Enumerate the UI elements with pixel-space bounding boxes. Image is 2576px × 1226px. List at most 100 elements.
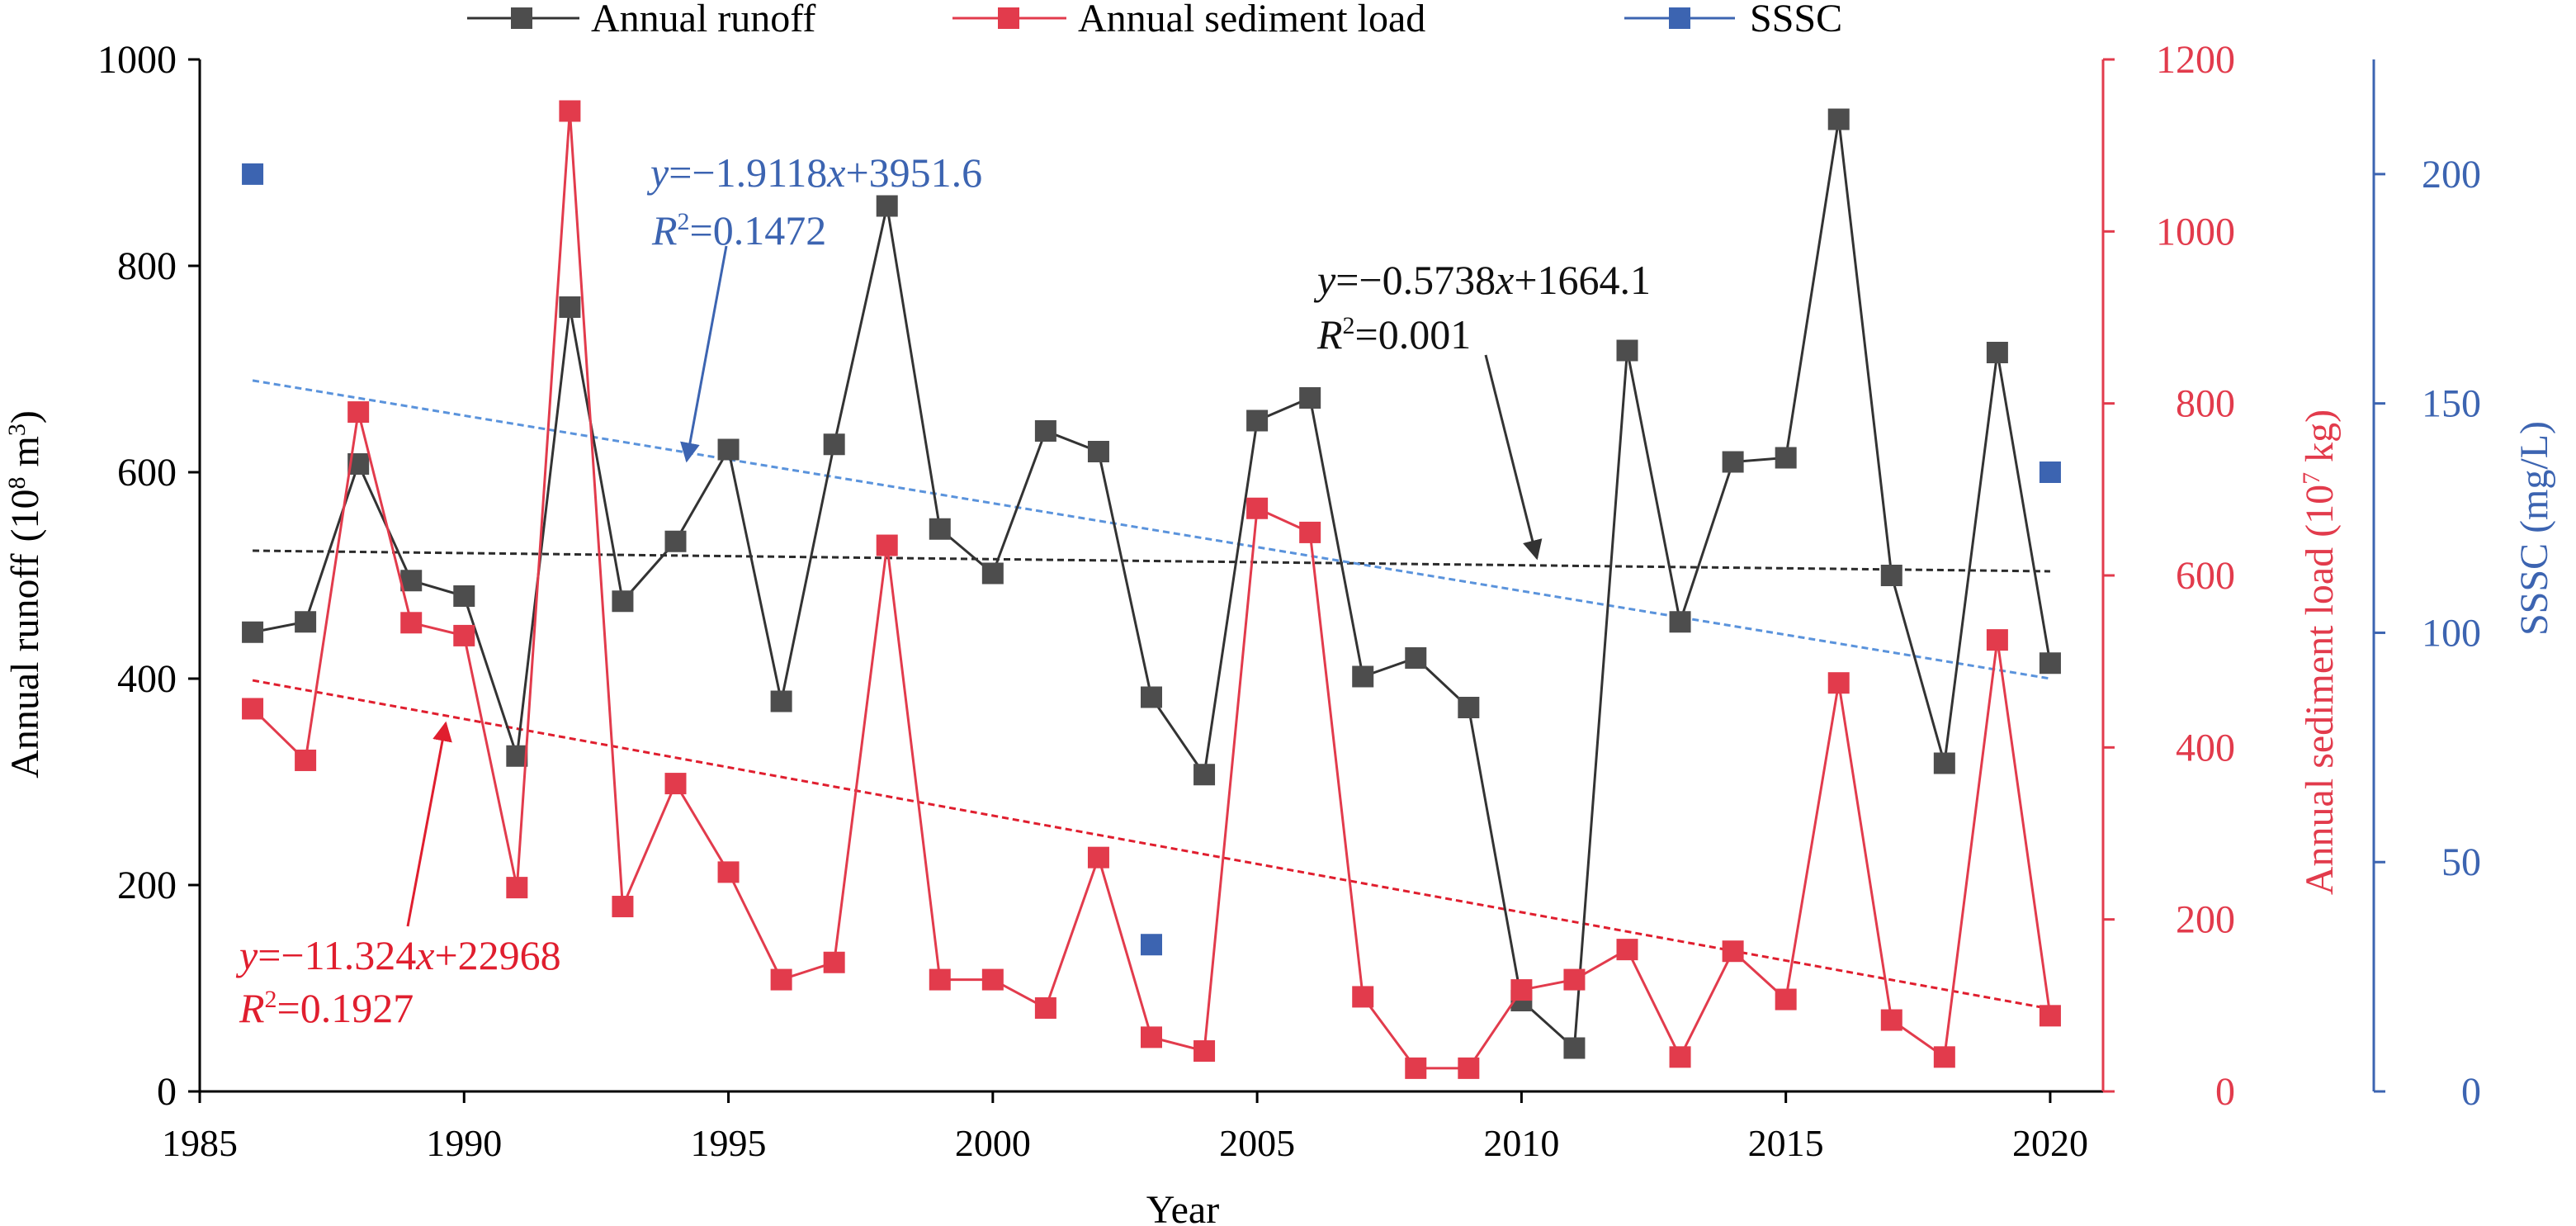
right1-tick-label: 400 — [2176, 726, 2235, 769]
data-point-annual-sediment-load — [981, 968, 1004, 991]
data-point-annual-runoff — [1669, 611, 1691, 633]
data-point-annual-sediment-load — [1510, 979, 1533, 1001]
data-point-annual-runoff — [876, 195, 898, 217]
data-point-annual-sediment-load — [1141, 1026, 1162, 1048]
data-point-annual-sediment-load — [1880, 1009, 1902, 1031]
data-point-annual-sediment-load — [1352, 986, 1374, 1008]
data-point-annual-sediment-load — [559, 100, 581, 122]
data-point-annual-sediment-load — [612, 896, 634, 918]
x-axis-title: Year — [1146, 1188, 1219, 1226]
data-point-annual-sediment-load — [770, 968, 792, 991]
data-point-annual-sediment-load — [1775, 988, 1797, 1011]
right1-tick-label: 1000 — [2156, 210, 2235, 253]
data-point-annual-runoff — [295, 611, 317, 633]
x-tick-label: 1995 — [691, 1122, 767, 1164]
data-point-annual-runoff — [242, 621, 264, 643]
trendlines-group — [252, 379, 2051, 1011]
right1-tick-label: 200 — [2176, 898, 2235, 942]
legend-label-sssc: SSSC — [1750, 0, 1842, 40]
legend-marker-runoff — [511, 7, 532, 29]
data-point-sssc — [2039, 462, 2061, 483]
annotation-blue-equation: y=−1.9118x+3951.6 — [646, 149, 982, 196]
annotation-red-r2: R2=0.1927 — [239, 985, 414, 1031]
data-point-annual-runoff — [2039, 652, 2061, 675]
right2-tick-label: 0 — [2461, 1070, 2481, 1114]
data-point-sssc — [1141, 934, 1162, 956]
data-point-annual-runoff — [559, 296, 581, 318]
data-point-annual-runoff — [1458, 697, 1480, 718]
data-point-annual-runoff — [981, 562, 1004, 585]
data-point-annual-runoff — [1087, 441, 1109, 462]
data-point-annual-runoff — [1299, 387, 1321, 409]
legend-marker-sediment — [998, 7, 1019, 29]
data-point-annual-sediment-load — [1669, 1046, 1691, 1068]
x-tick-label: 2005 — [1219, 1122, 1295, 1164]
x-tick-label: 1990 — [426, 1122, 502, 1164]
trendline-left — [253, 549, 2050, 573]
annotation-blue-arrow — [680, 245, 728, 463]
left-tick-label: 400 — [117, 657, 177, 701]
data-point-annual-runoff — [1405, 647, 1427, 669]
legend: Annual runoff Annual sediment load SSSC — [467, 0, 1842, 40]
data-point-annual-runoff — [400, 570, 423, 592]
data-point-annual-runoff — [1616, 339, 1638, 362]
data-point-annual-sediment-load — [664, 773, 687, 795]
trendline-right1 — [252, 679, 2051, 1011]
data-point-annual-runoff — [612, 590, 634, 613]
data-point-annual-sediment-load — [717, 861, 740, 883]
data-point-annual-sediment-load — [1458, 1057, 1480, 1079]
data-point-annual-runoff — [1246, 409, 1269, 432]
left-axis-title-close: ) — [3, 410, 47, 424]
data-point-annual-sediment-load — [929, 968, 951, 991]
annotation-black-equation: y=−0.5738x+1664.1 — [1313, 257, 1651, 303]
data-point-annual-runoff — [1034, 420, 1056, 442]
data-point-annual-runoff — [823, 433, 845, 456]
left-axis-title-sup2: 3 — [3, 424, 31, 436]
annotation-red-arrow — [406, 721, 452, 927]
data-point-annual-runoff — [929, 518, 951, 540]
annotation-blue-r2: R2=0.1472 — [651, 207, 826, 253]
x-tick-label: 2020 — [2012, 1122, 2088, 1164]
right1-tick-label: 1200 — [2156, 38, 2235, 82]
series-line-annual-runoff — [252, 119, 2052, 1051]
data-point-annual-sediment-load — [1246, 497, 1269, 519]
data-point-annual-runoff — [717, 438, 740, 461]
data-point-annual-sediment-load — [1299, 521, 1321, 543]
data-point-annual-sediment-load — [242, 698, 264, 720]
data-point-annual-sediment-load — [1405, 1057, 1427, 1079]
x-tick-label: 2000 — [955, 1122, 1031, 1164]
right2-tick-label: 150 — [2422, 382, 2481, 426]
data-point-annual-runoff — [1986, 342, 2008, 363]
annotation-blue: y=−1.9118x+3951.6 R2=0.1472 — [646, 149, 982, 463]
data-point-annual-sediment-load — [876, 534, 898, 556]
data-point-annual-sediment-load — [1933, 1046, 1955, 1068]
left-axis-title: Annual runoff (108 m3) — [3, 410, 47, 779]
left-tick-label: 0 — [157, 1070, 177, 1114]
legend-label-sediment: Annual sediment load — [1078, 0, 1425, 40]
data-point-annual-sediment-load — [1986, 629, 2008, 651]
data-point-annual-sediment-load — [1034, 996, 1056, 1019]
data-point-annual-sediment-load — [1563, 968, 1586, 991]
x-tick-label: 2010 — [1483, 1122, 1559, 1164]
data-point-sssc — [242, 163, 264, 185]
right2-axis-title: SSSC (mg/L) — [2512, 421, 2556, 636]
x-tick-label: 2015 — [1748, 1122, 1824, 1164]
data-point-annual-runoff — [1193, 764, 1216, 786]
annotation-black-r2: R2=0.001 — [1316, 311, 1471, 357]
data-point-annual-sediment-load — [453, 624, 475, 646]
data-point-annual-runoff — [1880, 565, 1902, 586]
data-point-annual-runoff — [1141, 686, 1162, 708]
left-axis-title-main: Annual runoff — [3, 553, 47, 778]
data-point-annual-runoff — [1827, 108, 1850, 130]
data-point-annual-runoff — [1775, 447, 1797, 469]
right1-axis-title: Annual sediment load (107 kg) — [2298, 409, 2342, 895]
right1-axis-title-tail: kg) — [2298, 409, 2342, 472]
right1-tick-label: 0 — [2215, 1070, 2235, 1114]
data-point-annual-runoff — [770, 690, 792, 712]
right1-axis-title-main: Annual sediment load (10 — [2298, 485, 2342, 895]
right1-tick-label: 600 — [2176, 554, 2235, 598]
legend-label-runoff: Annual runoff — [591, 0, 815, 40]
data-point-annual-sediment-load — [1193, 1040, 1216, 1063]
legend-marker-sssc — [1669, 7, 1690, 29]
